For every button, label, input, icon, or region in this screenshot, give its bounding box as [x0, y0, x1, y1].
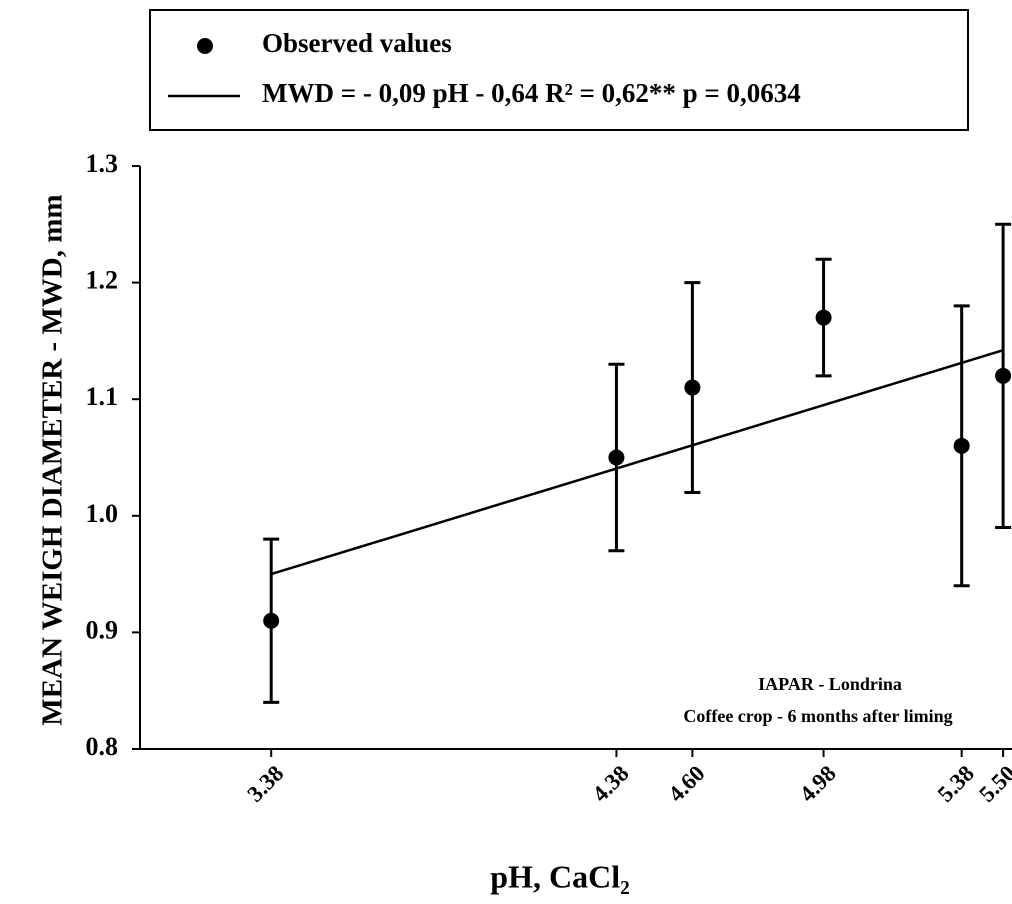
x-axis-label: pH, CaCl₂	[490, 858, 629, 894]
data-point	[815, 309, 832, 326]
y-axis-label: MEAN WEIGH DIAMETER - MWD, mm	[37, 194, 69, 725]
data-point	[684, 379, 701, 396]
annotation: IAPAR - Londrina	[758, 674, 902, 694]
y-tick-label: 1.0	[86, 499, 119, 528]
x-tick-label: 5.38	[933, 761, 979, 807]
regression-line	[270, 349, 1004, 576]
x-tick-label: 4.60	[664, 761, 710, 807]
y-tick-label: 0.9	[86, 615, 119, 644]
x-tick-label: 5.50	[974, 761, 1012, 807]
x-tick-label: 3.38	[242, 761, 288, 807]
legend-box	[149, 9, 969, 131]
y-tick-label: 0.8	[86, 732, 119, 761]
x-tick-label: 4.98	[795, 761, 841, 807]
data-point	[995, 367, 1012, 384]
y-tick-label: 1.1	[86, 382, 119, 411]
y-tick-label: 1.2	[86, 266, 119, 295]
data-point	[608, 449, 625, 466]
y-tick-label: 1.3	[86, 149, 119, 178]
legend-label: Observed values	[262, 28, 452, 58]
data-point	[263, 612, 280, 629]
annotation: Coffee crop - 6 months after liming	[683, 706, 952, 726]
data-point	[953, 437, 970, 454]
legend-marker	[197, 38, 213, 54]
legend-label: MWD = - 0,09 pH - 0,64 R² = 0,62** p = 0…	[262, 78, 801, 108]
x-tick-label: 4.38	[588, 761, 634, 807]
